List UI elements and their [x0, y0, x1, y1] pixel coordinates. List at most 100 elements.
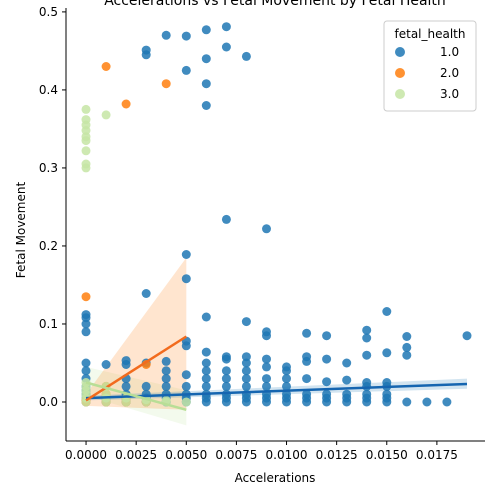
point-1.0-91: [262, 327, 271, 337]
x-ticks: 0.0000 0.0025 0.0050 0.0075 0.0100 0.0125 0.01…: [65, 441, 458, 462]
point-1.0-125: [362, 325, 372, 335]
point-2.0-6: [101, 62, 111, 71]
series-1.0: [81, 22, 472, 407]
y-tick-label-1: 0.1: [39, 317, 58, 331]
point-1.0-8: [81, 327, 91, 337]
point-3.0-14: [81, 104, 91, 114]
point-1.0-14: [101, 360, 111, 369]
point-3.0-10: [81, 132, 91, 142]
point-1.0-42: [181, 370, 191, 380]
legend-title: fetal_health: [395, 27, 466, 41]
point-1.0-48: [181, 31, 191, 41]
point-1.0-25: [141, 381, 151, 391]
point-1.0-61: [201, 25, 211, 35]
x-tick-label-4: 0.0100: [266, 448, 308, 462]
point-1.0-96: [282, 381, 291, 391]
point-1.0-135: [402, 342, 412, 352]
point-3.0-26: [181, 397, 191, 407]
point-2.0-12: [161, 79, 171, 89]
point-1.0-72: [221, 22, 231, 32]
point-1.0-37: [161, 30, 171, 40]
point-1.0-130: [382, 378, 392, 387]
plot-area: [81, 22, 472, 426]
point-3.0-19: [101, 110, 111, 120]
regression-line-3.0: [85, 381, 187, 412]
point-1.0-131: [382, 348, 392, 358]
y-tick-label-4: 0.4: [39, 83, 58, 97]
point-1.0-53: [201, 374, 211, 384]
point-1.0-52: [201, 381, 211, 391]
point-1.0-122: [362, 378, 372, 387]
point-1.0-46: [181, 250, 191, 259]
point-1.0-80: [241, 352, 251, 362]
point-1.0-34: [161, 374, 171, 384]
point-1.0-57: [201, 312, 211, 322]
point-1.0-102: [302, 389, 312, 399]
x-tick-label-0: 0.0000: [65, 448, 107, 462]
x-tick-label-1: 0.0025: [115, 448, 157, 462]
legend: fetal_health 1.0 2.0 3.0: [383, 20, 477, 112]
point-1.0-82: [241, 51, 251, 61]
point-1.0-86: [262, 381, 271, 391]
y-tick-label-2: 0.2: [39, 239, 58, 253]
point-1.0-124: [362, 333, 372, 343]
chart-title: Accelerations vs Fetal Movement by Fetal…: [104, 0, 446, 9]
point-1.0-89: [262, 354, 271, 364]
point-1.0-29: [141, 45, 151, 55]
point-1.0-103: [302, 374, 312, 384]
point-1.0-36: [161, 356, 171, 366]
legend-label-1.0: 1.0: [440, 45, 459, 59]
point-1.0-69: [221, 352, 231, 362]
x-tick-label-2: 0.0050: [165, 448, 207, 462]
point-1.0-123: [362, 350, 372, 360]
legend-label-2.0: 2.0: [440, 66, 459, 80]
point-1.0-78: [241, 366, 251, 376]
point-1.0-136: [402, 332, 412, 341]
x-tick-label-5: 0.0125: [316, 448, 358, 462]
y-tick-label-5: 0.5: [39, 5, 58, 19]
point-1.0-76: [241, 381, 251, 391]
point-1.0-65: [221, 381, 231, 391]
regression-line-2.0: [85, 335, 187, 402]
point-2.0-9: [121, 99, 131, 109]
point-1.0-109: [322, 389, 332, 399]
point-1.0-56: [201, 347, 211, 357]
point-1.0-35: [161, 366, 171, 376]
point-1.0-27: [141, 289, 151, 298]
x-tick-label-3: 0.0075: [215, 448, 257, 462]
point-1.0-81: [241, 317, 251, 327]
point-1.0-21: [121, 356, 131, 366]
legend-marker-1.0: [395, 47, 405, 57]
point-1.0-59: [201, 79, 211, 89]
legend-box: [383, 20, 477, 112]
y-axis-label: Fetal Movement: [14, 182, 28, 279]
x-axis-label: Accelerations: [235, 471, 316, 485]
point-1.0-97: [282, 374, 291, 384]
point-3.0-8: [81, 146, 91, 156]
legend-items: 1.0 2.0 3.0: [395, 45, 459, 101]
point-1.0-138: [442, 397, 452, 407]
point-1.0-110: [322, 377, 332, 387]
regression-line-1.0: [85, 382, 468, 400]
point-1.0-112: [322, 331, 332, 341]
point-1.0-106: [302, 328, 312, 338]
point-1.0-7: [81, 358, 91, 368]
point-1.0-18: [121, 381, 131, 391]
point-1.0-116: [342, 375, 352, 385]
point-1.0-58: [201, 101, 211, 110]
point-1.0-41: [181, 381, 191, 391]
x-tick-label-6: 0.0150: [366, 448, 408, 462]
point-1.0-71: [221, 42, 231, 52]
point-1.0-77: [241, 374, 251, 384]
point-1.0-134: [402, 350, 412, 360]
point-1.0-9: [81, 319, 91, 329]
point-1.0-117: [342, 358, 352, 368]
point-1.0-133: [402, 397, 412, 407]
y-ticks: 0.0 0.1 0.2 0.3 0.4 0.5: [39, 5, 66, 409]
point-1.0-54: [201, 366, 211, 376]
point-3.0-7: [81, 159, 91, 169]
y-tick-label-0: 0.0: [39, 395, 58, 409]
point-1.0-128: [382, 389, 392, 399]
x-tick-label-7: 0.0175: [416, 448, 458, 462]
